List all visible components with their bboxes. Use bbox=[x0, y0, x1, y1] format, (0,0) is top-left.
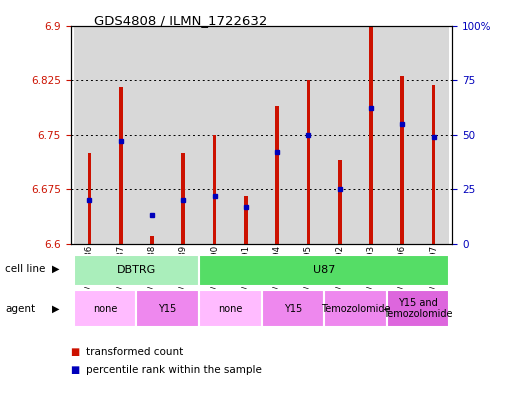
Bar bbox=[275, 105, 279, 244]
Bar bbox=[87, 153, 91, 244]
Bar bbox=[105, 26, 137, 244]
Bar bbox=[338, 160, 342, 244]
Bar bbox=[432, 85, 436, 244]
Text: GDS4808 / ILMN_1722632: GDS4808 / ILMN_1722632 bbox=[94, 14, 268, 27]
Bar bbox=[386, 290, 449, 327]
Text: Temozolomide: Temozolomide bbox=[321, 303, 390, 314]
Bar bbox=[74, 255, 199, 286]
Bar bbox=[119, 87, 122, 244]
Text: ■: ■ bbox=[71, 347, 80, 357]
Text: transformed count: transformed count bbox=[86, 347, 184, 357]
Bar bbox=[199, 255, 449, 286]
Bar bbox=[324, 26, 356, 244]
Bar bbox=[386, 26, 418, 244]
Bar bbox=[356, 26, 386, 244]
Bar bbox=[137, 290, 199, 327]
Bar bbox=[181, 153, 185, 244]
Bar bbox=[369, 26, 373, 244]
Bar bbox=[244, 196, 248, 244]
Text: Y15: Y15 bbox=[283, 303, 302, 314]
Text: percentile rank within the sample: percentile rank within the sample bbox=[86, 365, 262, 375]
Bar bbox=[74, 26, 105, 244]
Bar bbox=[293, 26, 324, 244]
Bar bbox=[213, 134, 217, 244]
Bar bbox=[137, 26, 167, 244]
Text: agent: agent bbox=[5, 303, 36, 314]
Bar bbox=[418, 26, 449, 244]
Text: cell line: cell line bbox=[5, 264, 46, 274]
Bar bbox=[306, 80, 310, 244]
Bar bbox=[74, 290, 137, 327]
Bar bbox=[199, 290, 262, 327]
Bar bbox=[199, 26, 230, 244]
Bar bbox=[324, 290, 386, 327]
Text: none: none bbox=[218, 303, 242, 314]
Bar bbox=[401, 76, 404, 244]
Bar bbox=[167, 26, 199, 244]
Text: ■: ■ bbox=[71, 365, 80, 375]
Bar bbox=[150, 236, 154, 244]
Text: DBTRG: DBTRG bbox=[117, 265, 156, 275]
Text: none: none bbox=[93, 303, 117, 314]
Bar bbox=[230, 26, 262, 244]
Text: ▶: ▶ bbox=[52, 303, 60, 314]
Text: ▶: ▶ bbox=[52, 264, 60, 274]
Text: U87: U87 bbox=[313, 265, 335, 275]
Bar bbox=[262, 290, 324, 327]
Text: Y15: Y15 bbox=[158, 303, 177, 314]
Bar bbox=[262, 26, 293, 244]
Text: Y15 and
Temozolomide: Y15 and Temozolomide bbox=[383, 298, 453, 319]
